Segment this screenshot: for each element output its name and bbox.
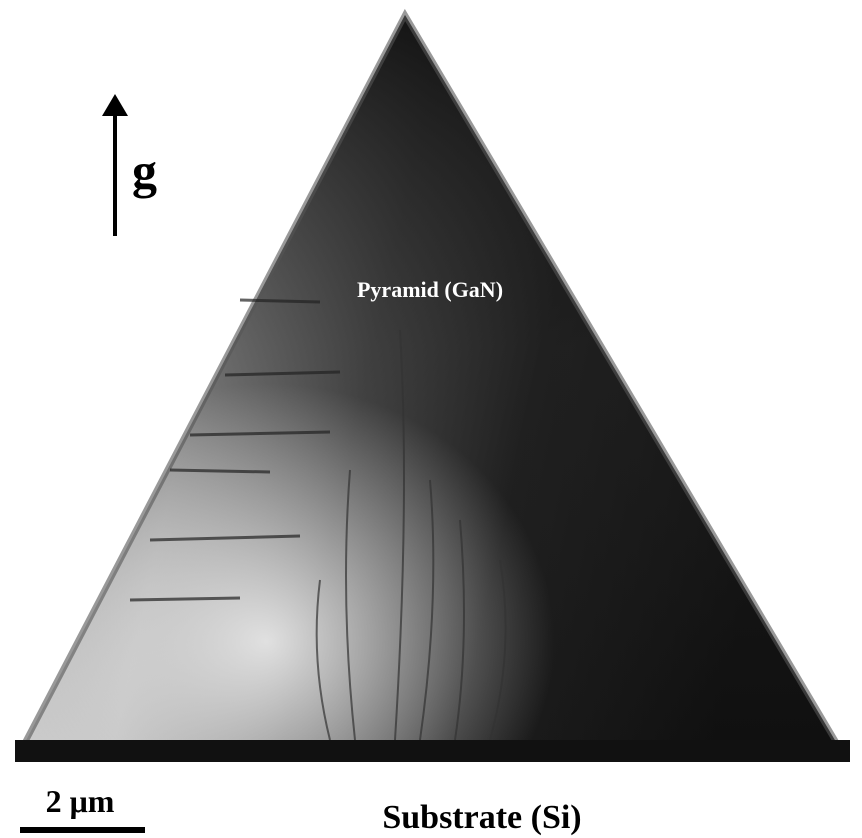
scale-label: 2 μm xyxy=(46,783,115,819)
substrate-label: Substrate (Si) xyxy=(382,799,581,836)
pyramid-label: Pyramid (GaN) xyxy=(357,277,503,302)
g-vector xyxy=(102,94,128,236)
micrograph: g Pyramid (GaN) 2 μm Substrate (Si) xyxy=(0,0,862,838)
vector-label: g xyxy=(132,143,157,199)
pyramid xyxy=(15,15,850,762)
